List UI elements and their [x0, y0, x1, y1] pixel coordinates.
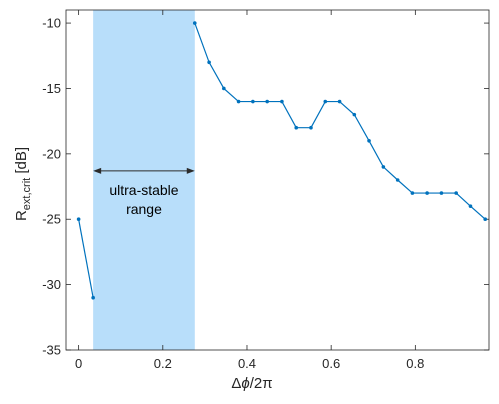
band-label-line2: range — [126, 201, 162, 217]
range-arrow-head-right — [186, 167, 195, 174]
x-axis-label-rest: /2π — [250, 375, 273, 392]
ultra-stable-band-layer — [93, 10, 195, 350]
data-point — [425, 191, 429, 195]
data-point — [294, 125, 299, 130]
data-point — [91, 295, 95, 300]
data-point — [439, 191, 444, 195]
y-axis-label-sub: ext,crit — [21, 178, 33, 210]
data-point — [337, 99, 342, 104]
x-tick-label: 0 — [75, 356, 82, 371]
x-tick-label: 0.8 — [406, 356, 424, 371]
data-point — [323, 99, 328, 104]
series-line — [78, 219, 94, 298]
data-point — [381, 165, 386, 169]
data-point — [468, 204, 473, 208]
axes-frame — [65, 9, 490, 351]
data-point — [410, 191, 415, 195]
data-point — [192, 21, 197, 25]
series-layer — [76, 21, 488, 300]
data-point — [280, 99, 284, 104]
y-axis-label: Rext,crit [dB] — [13, 147, 33, 221]
ultra-stable-band — [93, 10, 195, 350]
x-axis-label-delta: Δ — [231, 375, 241, 392]
data-point — [222, 86, 226, 91]
band-label-line1: ultra-stable — [109, 182, 178, 198]
y-tick-label: -35 — [42, 343, 61, 358]
x-axis-label-phi: ϕ — [241, 375, 249, 392]
y-tick-label: -20 — [42, 146, 61, 161]
data-point — [395, 178, 400, 182]
data-point — [265, 99, 269, 104]
data-point — [367, 138, 371, 143]
data-point — [352, 112, 357, 117]
y-tick-label: -30 — [42, 277, 61, 292]
ticks: 0 0.2 0.4 0.6 0.8 -35 -30 -25 -20 -15 -10 — [42, 10, 489, 371]
y-axis-label-unit: [dB] — [13, 147, 30, 178]
data-point — [483, 217, 488, 222]
annotation: ultra-stable range — [93, 167, 195, 217]
data-point — [251, 99, 255, 104]
data-point — [236, 99, 241, 104]
y-tick-label: -15 — [42, 81, 61, 96]
axes-box — [65, 9, 490, 351]
y-tick-label: -10 — [42, 16, 61, 31]
data-point — [207, 60, 211, 65]
x-tick-label: 0.6 — [322, 356, 340, 371]
data-point — [309, 125, 313, 130]
data-point — [454, 191, 458, 195]
y-axis-label-main: R — [13, 210, 30, 221]
x-tick-label: 0.2 — [154, 356, 172, 371]
range-arrow-head-left — [93, 167, 102, 174]
series-line — [194, 22, 486, 220]
x-axis-label: Δϕ/2π — [231, 375, 272, 392]
data-point — [76, 217, 81, 222]
y-tick-label: -25 — [42, 212, 61, 227]
x-tick-label: 0.4 — [238, 356, 256, 371]
